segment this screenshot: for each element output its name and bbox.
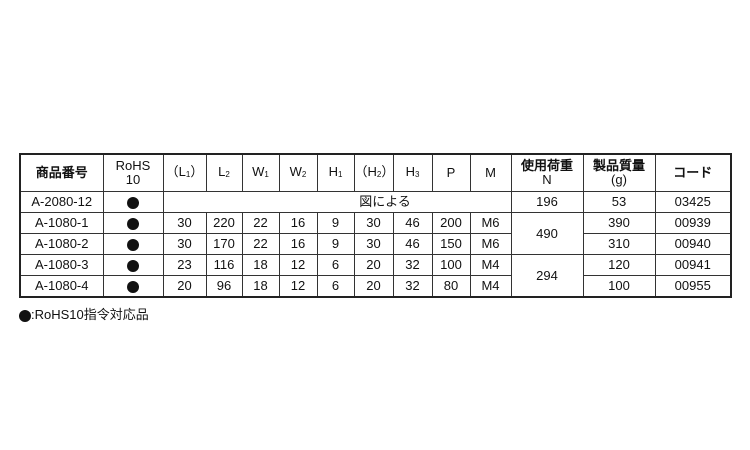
l1-cell: 20	[162, 275, 207, 298]
code-cell: 00940	[654, 233, 732, 255]
spec-table: 商品番号 RoHS 10 （L1） L2 W1 W2 H1 （H2） H3 P …	[19, 153, 732, 298]
rohs-dot-icon	[127, 196, 139, 209]
h3-cell: 32	[392, 254, 433, 276]
code-cell: 00941	[654, 254, 732, 276]
mass-cell: 53	[582, 191, 656, 213]
mass-cell: 310	[582, 233, 656, 255]
header-h1: H1	[316, 153, 355, 192]
table-row: A-1080-3 23 116 18 12 6 20 32 100 M4 294 120 009…	[19, 254, 732, 298]
header-l1: （L1）	[162, 153, 207, 192]
header-code: コード	[654, 153, 732, 192]
span-text-cell: 図による	[162, 191, 512, 213]
header-h3: H3	[392, 153, 433, 192]
m-cell: M6	[469, 233, 512, 255]
l2-cell: 170	[205, 233, 243, 255]
h3-cell: 46	[392, 212, 433, 234]
code-cell: 00939	[654, 212, 732, 234]
table-row: A-1080-2 30 170 22 16 9 30 46 150 M6 310 00940	[19, 233, 732, 255]
h1-cell: 6	[316, 254, 355, 276]
rohs-dot-icon	[19, 309, 31, 322]
header-h2: （H2）	[353, 153, 394, 192]
l1-cell: 23	[162, 254, 207, 276]
rohs-dot-icon	[127, 280, 139, 293]
product-cell: A-1080-3	[19, 254, 104, 276]
rohs-dot-icon	[127, 238, 139, 251]
w1-cell: 18	[241, 254, 280, 276]
mass-cell: 390	[582, 212, 656, 234]
l1-cell: 30	[162, 233, 207, 255]
product-cell: A-1080-4	[19, 275, 104, 298]
product-cell: A-1080-1	[19, 212, 104, 234]
code-cell: 00955	[654, 275, 732, 298]
w1-cell: 22	[241, 212, 280, 234]
header-rohs: RoHS 10	[102, 153, 164, 192]
header-rohs-text: RoHS 10	[115, 158, 151, 187]
header-product: 商品番号	[19, 153, 104, 192]
h2-cell: 20	[353, 275, 394, 298]
header-row: 商品番号 RoHS 10 （L1） L2 W1 W2 H1 （H2） H3 P …	[19, 153, 732, 192]
l2-cell: 220	[205, 212, 243, 234]
rohs-dot-icon	[127, 217, 139, 230]
w1-cell: 18	[241, 275, 280, 298]
rohs-cell	[102, 275, 164, 298]
h3-cell: 46	[392, 233, 433, 255]
rohs-dot-icon	[127, 259, 139, 272]
p-cell: 80	[431, 275, 471, 298]
product-cell: A-1080-2	[19, 233, 104, 255]
h2-cell: 30	[353, 212, 394, 234]
load-cell: 196	[510, 191, 584, 213]
rohs-cell	[102, 254, 164, 276]
h1-cell: 9	[316, 233, 355, 255]
m-cell: M6	[469, 212, 512, 234]
w2-cell: 16	[278, 233, 318, 255]
table-row: A-1080-4 20 96 18 12 6 20 32 80 M4 100 00955	[19, 275, 732, 298]
rohs-cell	[102, 212, 164, 234]
w2-cell: 12	[278, 275, 318, 298]
h1-cell: 9	[316, 212, 355, 234]
table-row: A-2080-12 図による 196 53 03425	[19, 191, 732, 213]
w1-cell: 22	[241, 233, 280, 255]
footnote: :RoHS10指令対応品	[19, 304, 149, 323]
l2-cell: 116	[205, 254, 243, 276]
rohs-cell	[102, 233, 164, 255]
p-cell: 150	[431, 233, 471, 255]
header-p: P	[431, 153, 471, 192]
footnote-text: :RoHS10指令対応品	[31, 307, 149, 322]
header-m: M	[469, 153, 512, 192]
p-cell: 200	[431, 212, 471, 234]
l2-cell: 96	[205, 275, 243, 298]
header-w1: W1	[241, 153, 280, 192]
h1-cell: 6	[316, 275, 355, 298]
m-cell: M4	[469, 275, 512, 298]
l1-cell: 30	[162, 212, 207, 234]
header-mass: 製品質量 (g)	[582, 153, 656, 192]
w2-cell: 12	[278, 254, 318, 276]
p-cell: 100	[431, 254, 471, 276]
mass-cell: 120	[582, 254, 656, 276]
h3-cell: 32	[392, 275, 433, 298]
header-w2: W2	[278, 153, 318, 192]
product-cell: A-2080-12	[19, 191, 104, 213]
table-row: A-1080-1 30 220 22 16 9 30 46 200 M6 490 390 009…	[19, 212, 732, 255]
h2-cell: 30	[353, 233, 394, 255]
rohs-cell	[102, 191, 164, 213]
header-l2: L2	[205, 153, 243, 192]
m-cell: M4	[469, 254, 512, 276]
h2-cell: 20	[353, 254, 394, 276]
w2-cell: 16	[278, 212, 318, 234]
code-cell: 03425	[654, 191, 732, 213]
mass-cell: 100	[582, 275, 656, 298]
header-load: 使用荷重 N	[510, 153, 584, 192]
load-cell: 490	[510, 212, 584, 255]
load-cell: 294	[510, 254, 584, 298]
